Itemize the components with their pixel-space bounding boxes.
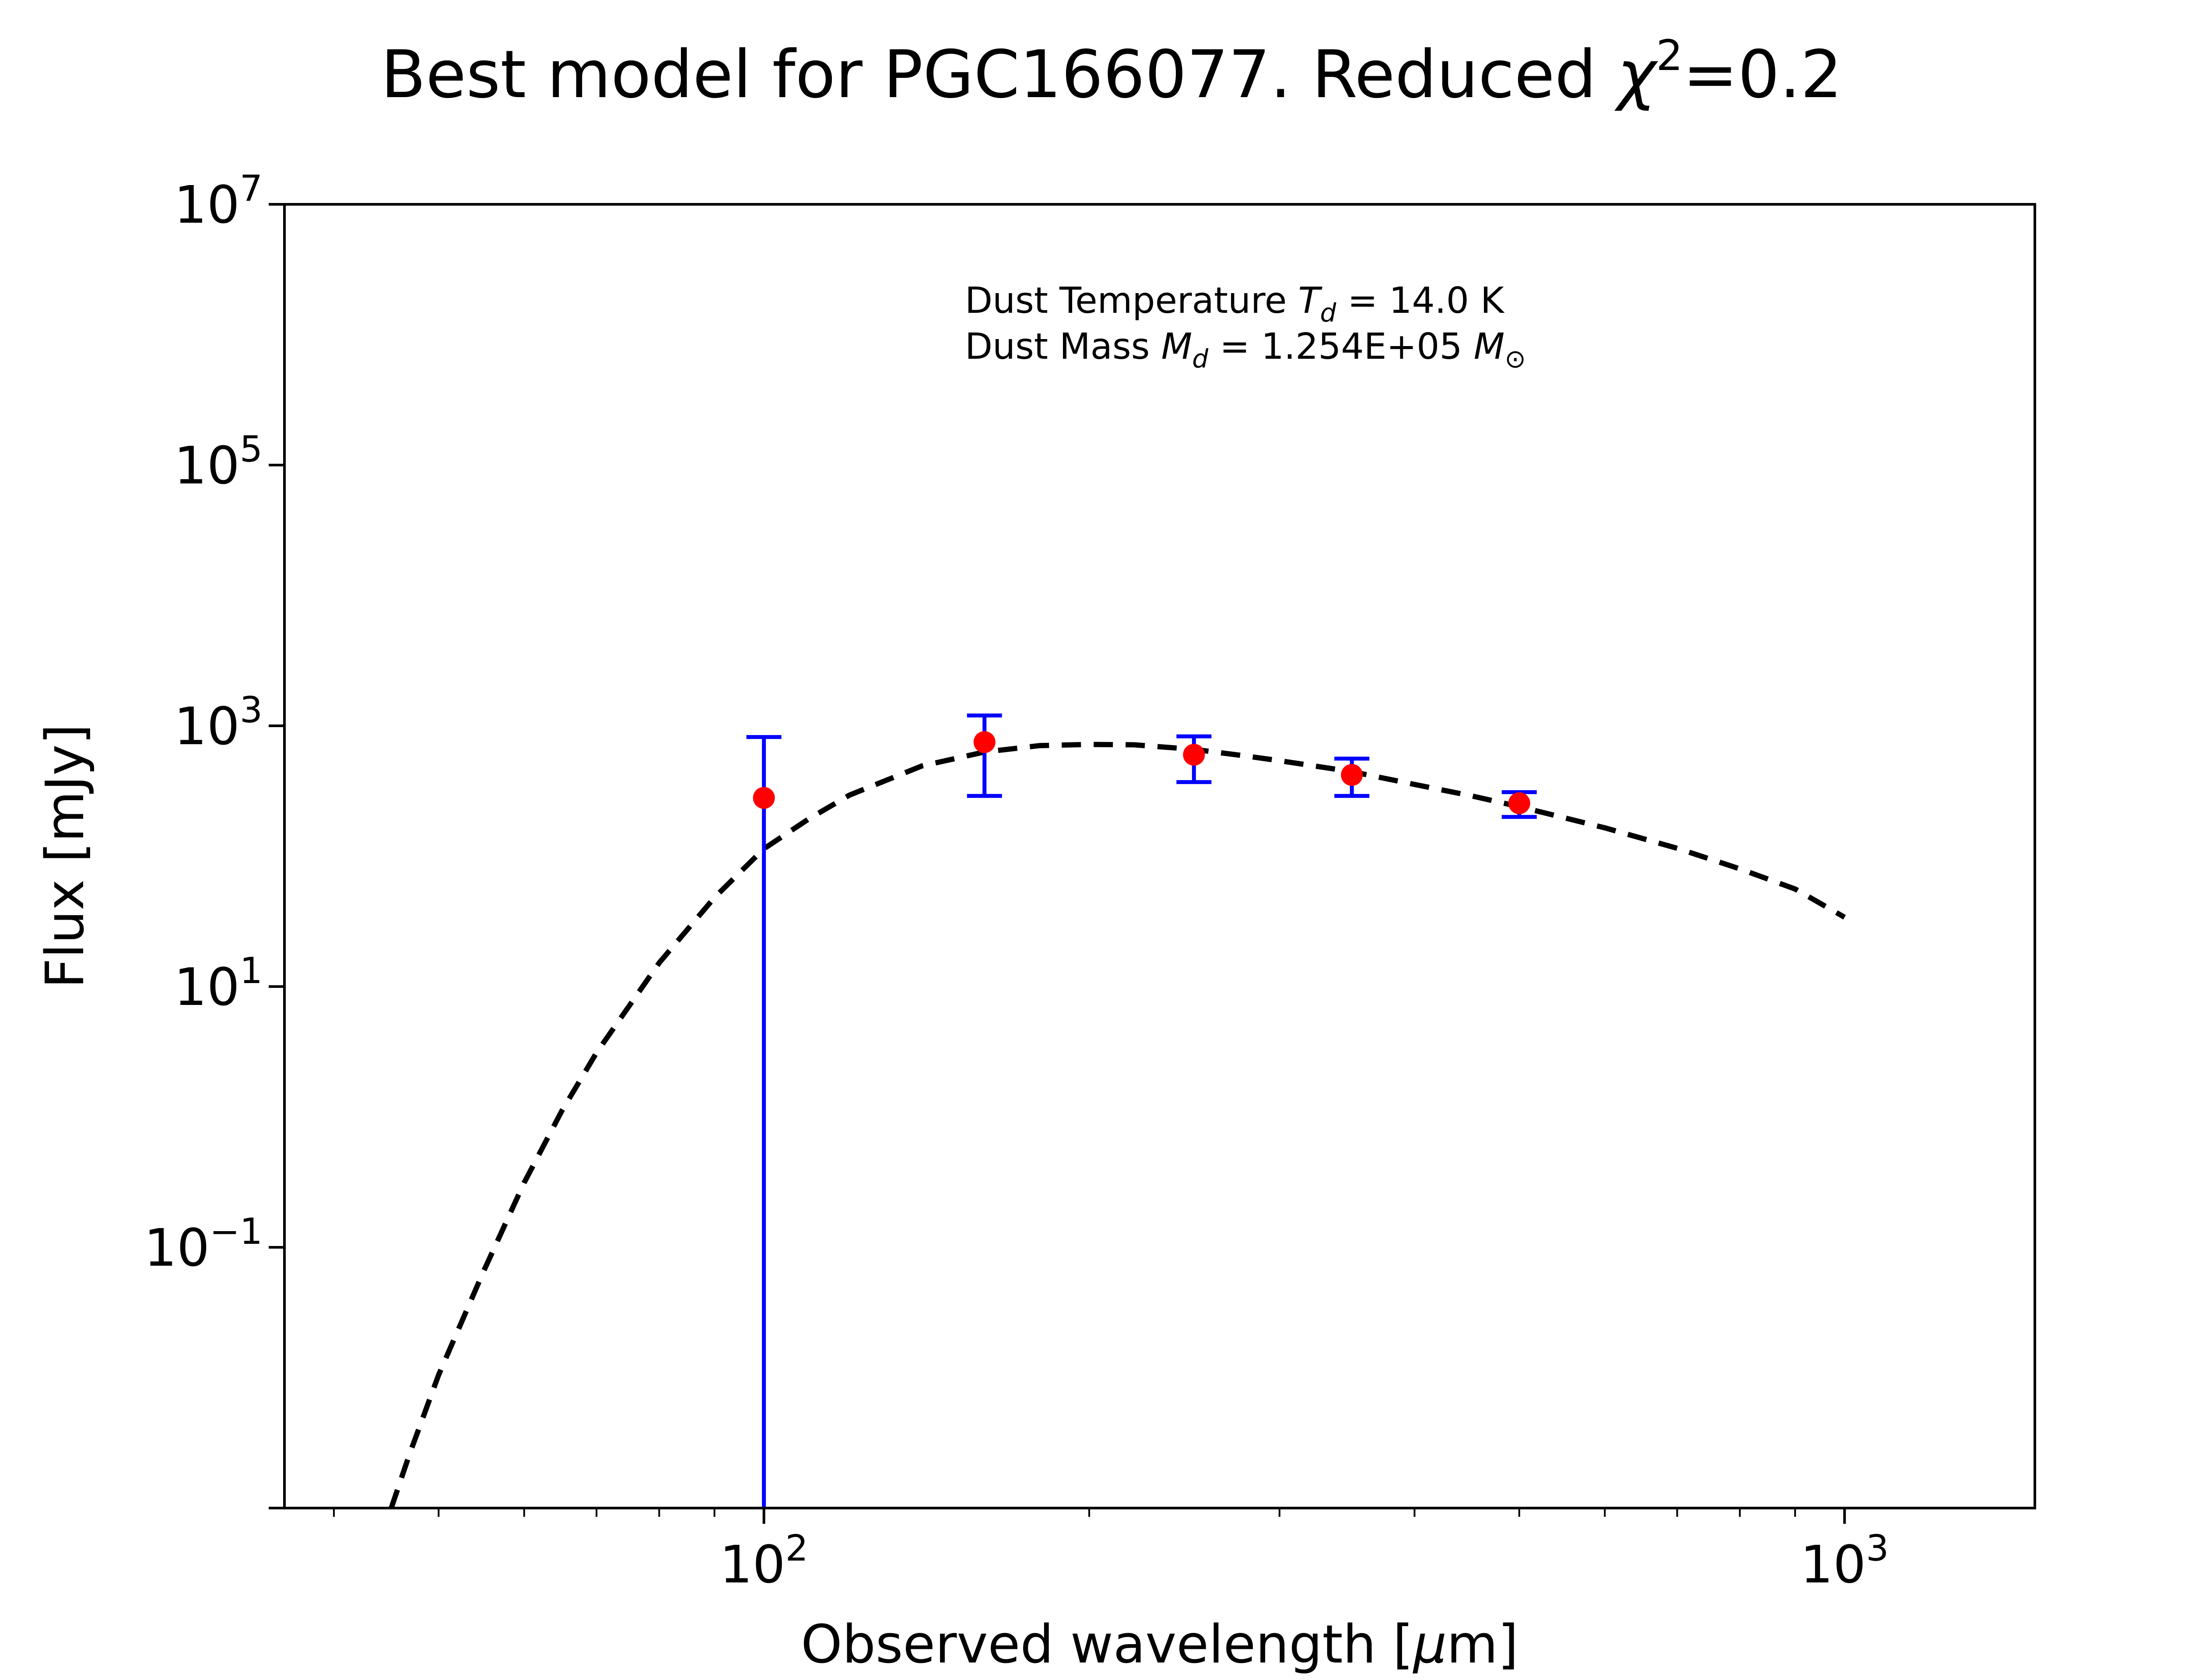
chart-title-chi-sup: 2	[1656, 31, 1683, 80]
x-tick-base-1: 10	[720, 1534, 785, 1595]
annotation-mass-sub: d	[1192, 344, 1209, 374]
y-tick-base-5: 10	[174, 175, 240, 235]
chart-title-value: =0.2	[1683, 37, 1842, 113]
x-axis-label: Observed wavelength [μm]	[801, 1614, 1518, 1675]
y-tick-label-5: 107	[174, 168, 263, 235]
annotation-dust-temperature: Dust Temperature Td = 14.0 K	[965, 280, 1505, 328]
x-tick-label-1: 102	[720, 1528, 808, 1595]
y-tick-exp-4: 5	[240, 429, 263, 470]
annotation-mass-symbol: M	[1161, 326, 1192, 368]
plot-frame	[283, 203, 2036, 1509]
y-tick-base-1: 10	[144, 1218, 210, 1278]
x-tick-exp-2: 3	[1866, 1528, 1889, 1569]
chart-title-text: Best model for PGC166077. Reduced	[381, 37, 1596, 113]
data-point-5	[1508, 792, 1530, 814]
data-point-4	[1341, 764, 1363, 786]
x-axis-label-symbol: μ	[1413, 1614, 1447, 1675]
data-point-2	[973, 731, 996, 753]
model-curve	[389, 742, 1846, 1508]
y-tick-exp-1: −1	[210, 1211, 263, 1253]
annotation-mass-value: = 1.254E+05	[1208, 326, 1474, 368]
y-tick-label-4: 105	[174, 429, 263, 496]
data-point-1	[753, 787, 775, 809]
annotation-mass-label: Dust Mass	[965, 326, 1161, 368]
annotation-mass-unit-symbol: M	[1474, 326, 1505, 368]
annotation-box: Dust Temperature Td = 14.0 K Dust Mass M…	[965, 280, 1526, 374]
chart-title: Best model for PGC166077. Reduced χ2=0.2	[381, 31, 1842, 113]
x-axis-label-prefix: Observed wavelength [	[801, 1614, 1413, 1675]
y-tick-label-1: 10−1	[144, 1211, 263, 1278]
annotation-temperature-label: Dust Temperature	[965, 280, 1298, 322]
x-axis-label-suffix: m]	[1447, 1614, 1518, 1675]
chart-title-chi-symbol: χ	[1614, 37, 1659, 113]
plot-area	[389, 713, 1846, 1508]
annotation-dust-mass: Dust Mass Md = 1.254E+05 M⊙	[965, 326, 1526, 374]
y-tick-base-3: 10	[174, 696, 240, 756]
x-tick-label-2: 103	[1800, 1528, 1889, 1595]
y-tick-exp-3: 3	[240, 690, 263, 731]
annotation-mass-unit-sub: ⊙	[1504, 344, 1526, 374]
x-tick-exp-1: 2	[785, 1528, 808, 1569]
y-tick-label-3: 103	[174, 690, 263, 756]
annotation-temperature-sub: d	[1320, 298, 1337, 328]
y-tick-base-2: 10	[174, 957, 240, 1017]
y-tick-exp-2: 1	[240, 950, 263, 992]
annotation-temperature-symbol: T	[1298, 280, 1323, 322]
y-tick-label-2: 101	[174, 950, 263, 1017]
y-tick-base-4: 10	[174, 435, 240, 496]
y-tick-exp-5: 7	[240, 168, 263, 210]
annotation-temperature-value: = 14.0 K	[1336, 280, 1504, 322]
data-point-3	[1183, 744, 1205, 766]
x-tick-base-2: 10	[1800, 1534, 1866, 1595]
y-axis-label: Flux [mJy]	[35, 724, 96, 989]
